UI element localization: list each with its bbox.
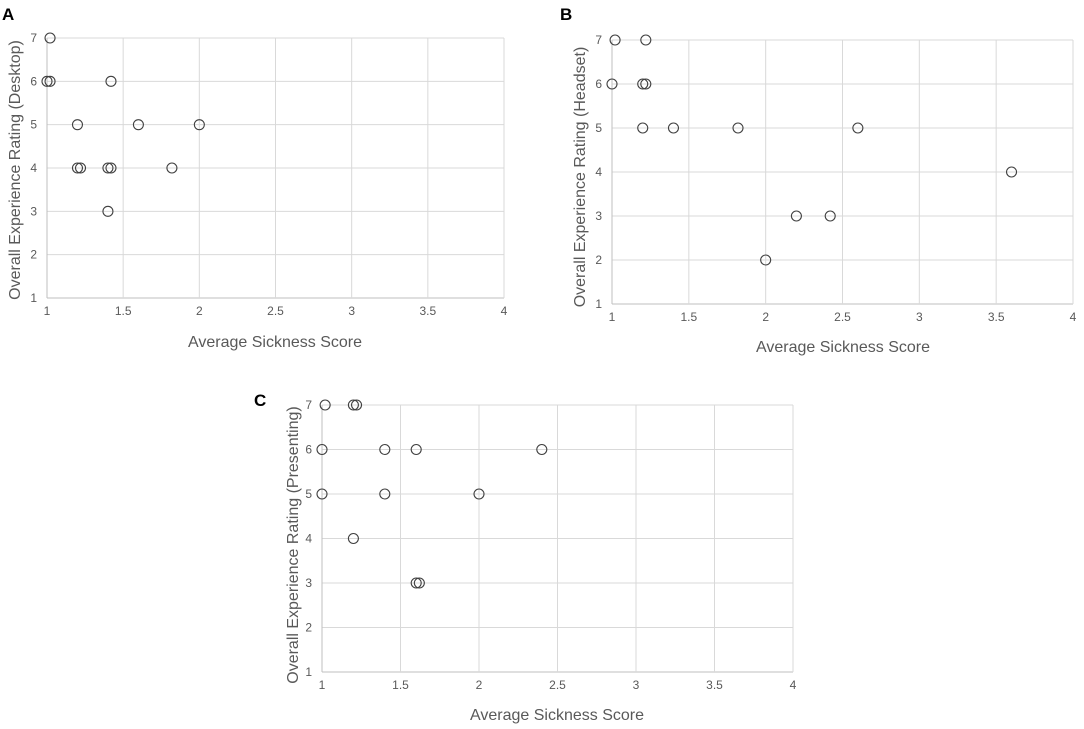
data-point (44, 75, 56, 87)
x-tick-label: 3 (916, 310, 923, 324)
panel-label: C (254, 391, 266, 410)
data-point (316, 488, 328, 500)
x-axis-title: Average Sickness Score (470, 707, 644, 724)
y-tick-label: 4 (305, 532, 312, 546)
y-axis-title: Overall Experience Rating (Desktop) (7, 40, 24, 300)
data-point (640, 78, 652, 90)
data-point (347, 532, 359, 545)
data-point (350, 399, 363, 411)
data-point (102, 162, 114, 174)
data-point (41, 75, 53, 87)
data-point (410, 577, 422, 589)
y-tick-label: 5 (30, 118, 37, 132)
data-point (71, 119, 84, 131)
y-tick-label: 4 (30, 161, 37, 175)
data-point (379, 488, 391, 500)
y-tick-label: 2 (595, 253, 602, 267)
chart-svg-b: 1 1.5 2 2.5 3 3.5 4 1 2 3 4 5 6 7 Average Sickness Sco… (560, 5, 1077, 356)
x-tick-label: 3.5 (706, 678, 723, 692)
x-tick-label: 3.5 (988, 310, 1005, 324)
y-tick-label: 7 (595, 33, 602, 47)
y-tick-label: 5 (595, 121, 602, 135)
x-tick-label: 2.5 (549, 678, 566, 692)
data-point (637, 78, 649, 90)
data-point (606, 78, 618, 90)
x-tick-label: 1.5 (680, 310, 697, 324)
x-axis-title: Average Sickness Score (756, 339, 930, 356)
data-point (74, 162, 87, 174)
y-axis-title: Overall Experience Rating (Headset) (572, 47, 589, 308)
data-point (102, 205, 114, 217)
y-tick-label: 1 (30, 291, 37, 305)
x-tick-label: 4 (1070, 310, 1077, 324)
data-point (1005, 166, 1018, 178)
data-point (536, 443, 548, 456)
y-tick-label: 3 (595, 209, 602, 223)
data-point (316, 443, 328, 456)
panel-label: B (560, 5, 572, 24)
x-tick-label: 1.5 (115, 304, 132, 318)
chart-svg-a: 1 1.5 2 2.5 3 3.5 4 1 2 3 4 5 6 7 Average Sickness Sco… (2, 5, 508, 351)
x-tick-label: 2.5 (834, 310, 851, 324)
y-axis-title: Overall Experience Rating (Presenting) (285, 406, 302, 683)
x-tick-label: 1.5 (392, 678, 409, 692)
data-point (193, 119, 205, 131)
y-tick-label: 1 (305, 665, 312, 679)
data-point (347, 399, 359, 411)
y-tick-label: 3 (305, 576, 312, 590)
data-point (790, 210, 802, 222)
data-point (71, 162, 84, 174)
panel-label: A (2, 5, 14, 24)
x-tick-label: 2 (476, 678, 483, 692)
chart-panel-c: 1 1.5 2 2.5 3 3.5 4 1 2 3 4 5 6 7 Average Sickness Sco… (0, 360, 820, 729)
data-point (852, 122, 864, 134)
x-tick-label: 2 (762, 310, 769, 324)
y-tick-label: 6 (595, 77, 602, 91)
data-point (410, 443, 422, 456)
chart-panel-b: 1 1.5 2 2.5 3 3.5 4 1 2 3 4 5 6 7 Average Sickness Sco… (0, 0, 1084, 360)
data-point (473, 488, 485, 500)
y-tick-label: 7 (30, 31, 37, 45)
chart-svg-c: 1 1.5 2 2.5 3 3.5 4 1 2 3 4 5 6 7 Average Sickness Sco… (254, 391, 797, 724)
x-tick-label: 4 (501, 304, 508, 318)
data-point (132, 119, 144, 131)
y-tick-label: 7 (305, 398, 312, 412)
y-tick-label: 6 (305, 443, 312, 457)
data-point (105, 75, 117, 87)
data-point (732, 122, 744, 134)
x-axis-title: Average Sickness Score (188, 334, 362, 351)
x-tick-label: 1 (319, 678, 326, 692)
x-tick-label: 2 (196, 304, 203, 318)
y-tick-label: 5 (305, 487, 312, 501)
data-point (760, 254, 772, 266)
x-tick-label: 3 (348, 304, 355, 318)
x-tick-label: 3 (633, 678, 640, 692)
x-tick-label: 4 (790, 678, 797, 692)
y-tick-label: 3 (30, 204, 37, 218)
y-tick-label: 2 (305, 621, 312, 635)
data-point (413, 577, 425, 589)
data-point (166, 162, 178, 174)
data-point (667, 122, 680, 134)
data-point (319, 399, 331, 411)
data-point (105, 162, 117, 174)
y-tick-label: 1 (595, 297, 602, 311)
chart-panel-a: 1 1.5 2 2.5 3 3.5 4 1 2 3 4 5 6 7 Average Sickness Sco… (0, 0, 540, 360)
data-point (637, 122, 649, 134)
x-tick-label: 2.5 (267, 304, 284, 318)
data-point (609, 34, 621, 46)
data-point (824, 210, 836, 222)
y-tick-label: 6 (30, 74, 37, 88)
x-tick-label: 1 (609, 310, 616, 324)
data-point (44, 32, 56, 44)
y-tick-label: 2 (30, 248, 37, 262)
data-point (379, 443, 391, 456)
x-tick-label: 1 (44, 304, 51, 318)
data-point (640, 34, 652, 46)
x-tick-label: 3.5 (419, 304, 436, 318)
y-tick-label: 4 (595, 165, 602, 179)
